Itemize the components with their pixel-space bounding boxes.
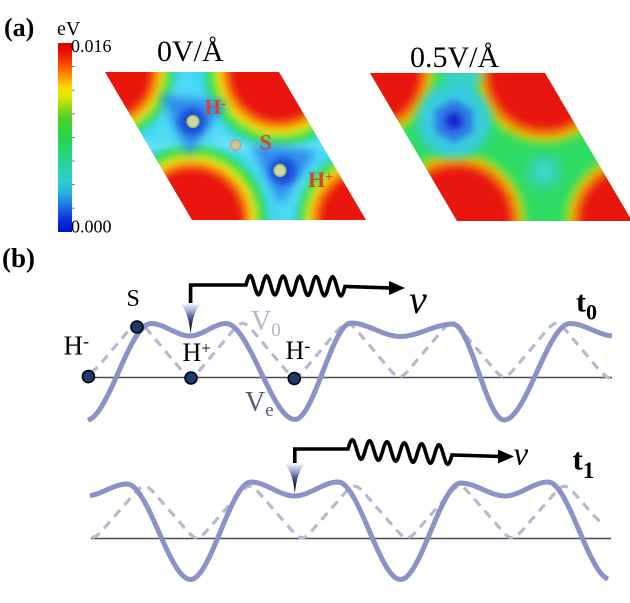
svg-text:0V/Å: 0V/Å [157, 35, 224, 68]
svg-text:(b): (b) [2, 243, 35, 273]
svg-text:S: S [260, 130, 272, 155]
svg-text:t1: t1 [573, 442, 595, 484]
svg-text:v: v [409, 277, 427, 322]
svg-text:V0: V0 [251, 306, 281, 341]
svg-text:0.016: 0.016 [71, 36, 112, 56]
svg-text:t0: t0 [576, 286, 597, 325]
svg-text:0.000: 0.000 [71, 217, 112, 237]
svg-text:H+: H+ [183, 338, 211, 367]
svg-text:(a): (a) [4, 13, 34, 42]
svg-text:S: S [127, 286, 140, 312]
svg-text:eV: eV [57, 18, 81, 40]
svg-text:H-: H- [205, 95, 226, 119]
svg-text:H-: H- [286, 336, 311, 366]
svg-text:0.5V/Å: 0.5V/Å [410, 41, 500, 74]
svg-text:v: v [514, 437, 529, 473]
svg-text:H-: H- [64, 331, 90, 361]
